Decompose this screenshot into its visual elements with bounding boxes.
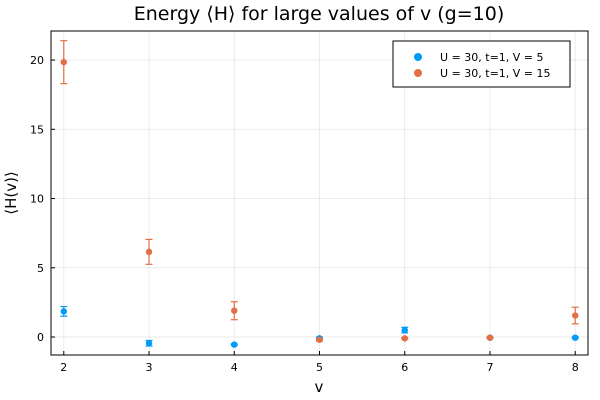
x-tick-label: 8 (572, 361, 579, 374)
data-point (231, 307, 238, 314)
legend: U = 30, t=1, V = 5 U = 30, t=1, V = 15 (392, 40, 571, 88)
x-tick-label: 4 (231, 361, 238, 374)
x-tick-label: 2 (60, 361, 67, 374)
data-point (401, 335, 408, 342)
data-point (572, 312, 579, 319)
data-point (316, 336, 323, 343)
chart-title: Energy ⟨H⟩ for large values of v (g=10) (134, 3, 505, 25)
y-tick-label: 0 (37, 331, 44, 344)
axis-ticks: 2 3 4 5 6 7 8 0 5 10 15 20 (30, 54, 579, 374)
y-tick-label: 5 (37, 262, 44, 275)
x-tick-label: 6 (401, 361, 408, 374)
x-axis-label: v (315, 378, 324, 396)
x-tick-label: 3 (146, 361, 153, 374)
data-point (572, 334, 579, 341)
series-2 (60, 40, 579, 343)
x-tick-label: 7 (486, 361, 493, 374)
legend-label-series-1: U = 30, t=1, V = 5 (440, 51, 544, 64)
data-point (60, 58, 67, 66)
data-point (486, 334, 494, 341)
x-tick-label: 5 (316, 361, 323, 374)
y-tick-label: 20 (30, 54, 44, 67)
data-point (145, 248, 153, 256)
data-point (145, 340, 153, 347)
data-point (401, 326, 408, 334)
legend-marker-series-2 (414, 69, 422, 77)
data-marks (60, 40, 579, 348)
y-axis-label: ⟨H(v)⟩ (2, 171, 20, 215)
legend-marker-series-1 (414, 53, 422, 61)
legend-label-series-2: U = 30, t=1, V = 15 (440, 67, 551, 80)
data-point (231, 341, 238, 348)
legend-box (392, 40, 571, 88)
y-tick-label: 10 (30, 193, 44, 206)
data-point (60, 308, 67, 315)
y-tick-label: 15 (30, 123, 44, 136)
